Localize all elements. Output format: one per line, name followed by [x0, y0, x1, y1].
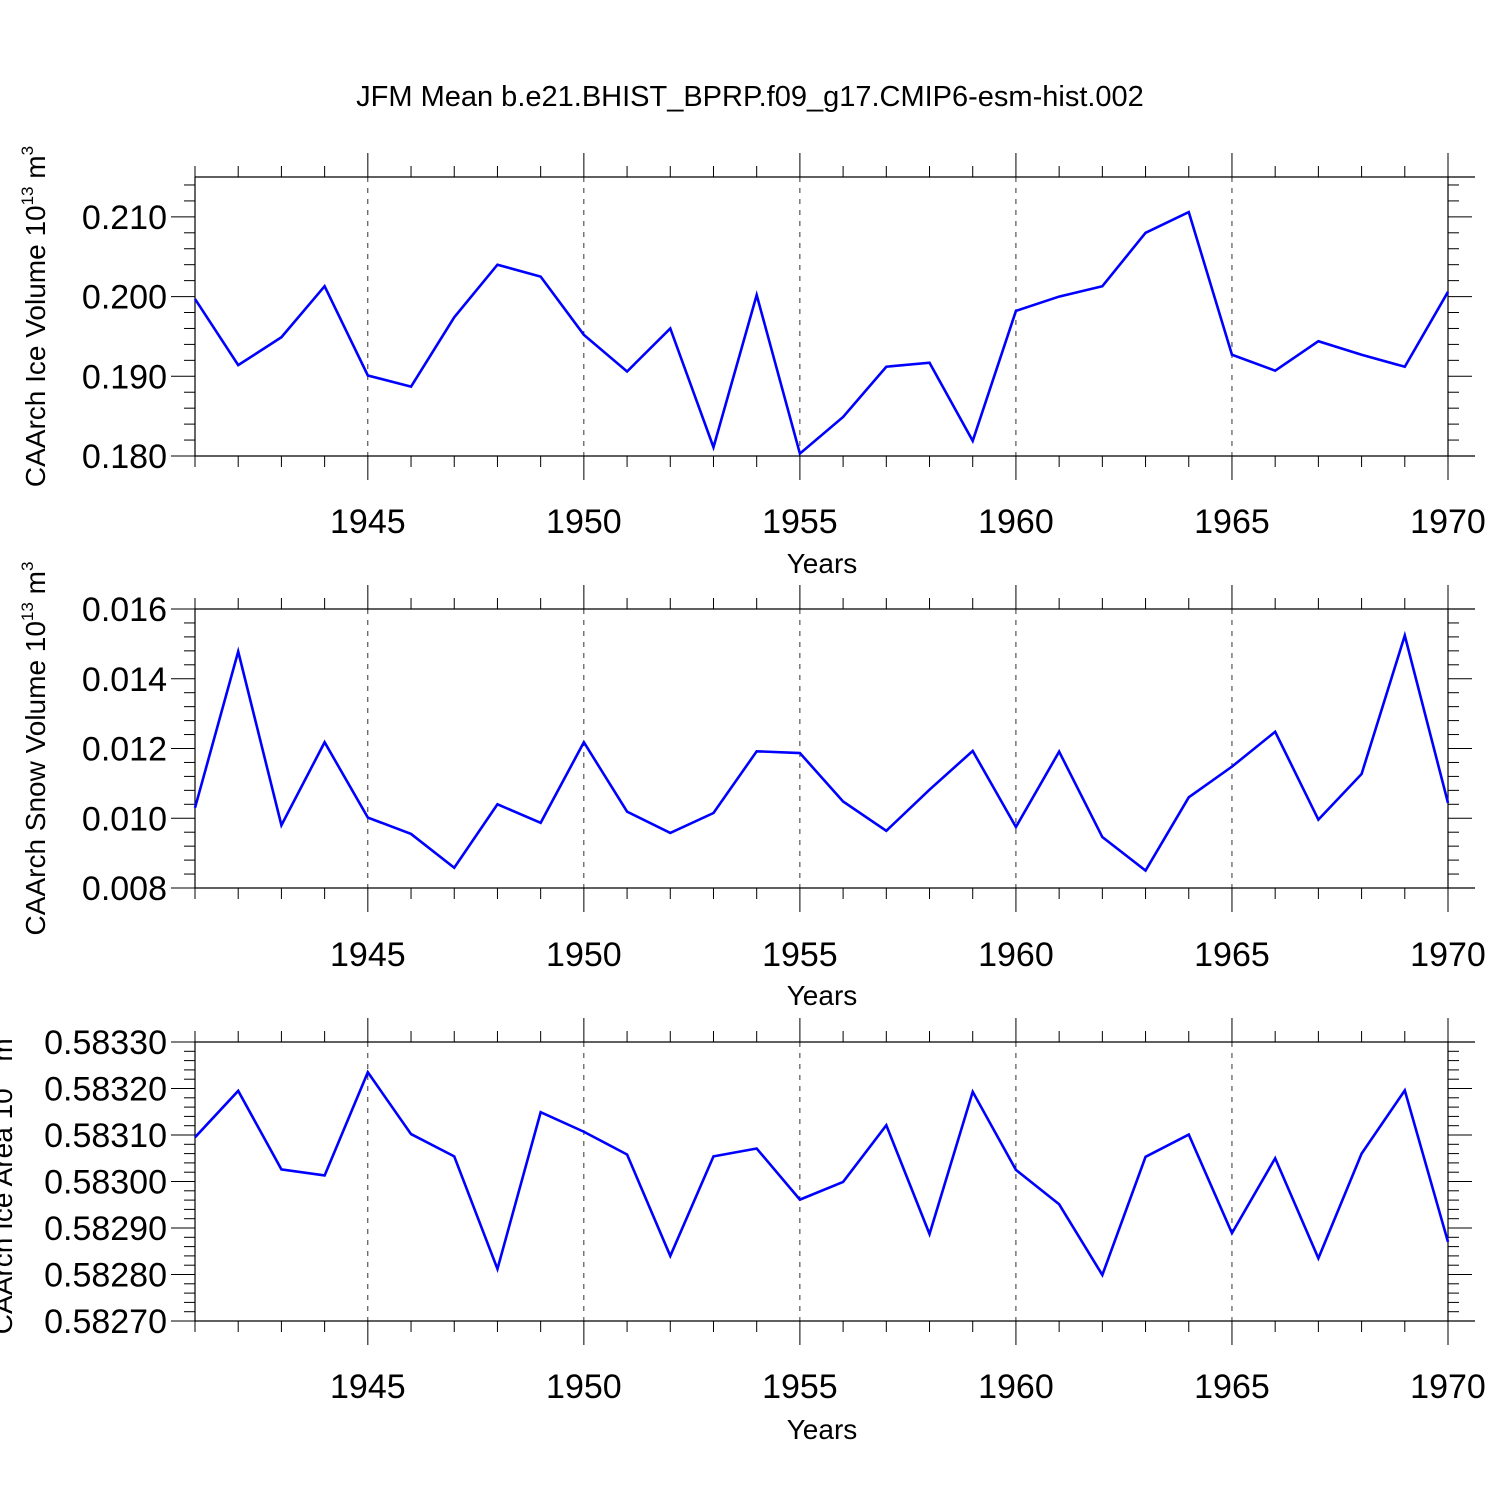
y-tick-label: 0.014 [82, 661, 167, 699]
x-tick-label: 1960 [978, 1368, 1054, 1406]
x-tick-label: 1955 [762, 503, 838, 541]
figure-title: JFM Mean b.e21.BHIST_BPRP.f09_g17.CMIP6-… [356, 81, 1144, 113]
x-tick-label: 1950 [546, 1368, 622, 1406]
x-axis-label: Years [787, 548, 858, 579]
y-tick-label: 0.200 [82, 279, 167, 317]
y-tick-label: 0.58290 [44, 1210, 167, 1248]
y-axis-label: CAArch Ice Area 1013 m2 [0, 1029, 18, 1334]
x-tick-label: 1960 [978, 936, 1054, 974]
y-tick-label: 0.58300 [44, 1164, 167, 1202]
x-axis-label: Years [787, 1414, 858, 1445]
x-tick-label: 1965 [1194, 503, 1270, 541]
x-tick-label: 1955 [762, 936, 838, 974]
x-tick-label: 1965 [1194, 936, 1270, 974]
series-line [193, 630, 1450, 873]
panel-snow-volume: 1945 1950 1955 1960 1965 1970 0.008 0.010 0.012 0… [18, 562, 1486, 1011]
y-tick-label: 0.012 [82, 731, 167, 769]
y-tick-label: 0.58270 [44, 1303, 167, 1341]
x-tick-label: 1965 [1194, 1368, 1270, 1406]
y-tick-label: 0.58330 [44, 1024, 167, 1062]
x-tick-label: 1970 [1410, 936, 1486, 974]
y-tick-label: 0.008 [82, 870, 167, 908]
x-tick-label: 1945 [330, 936, 406, 974]
panel-ice-area: 1945 1950 1955 1960 1965 1970 0.58270 0.58280 0.… [0, 1018, 1486, 1445]
series-line [194, 1069, 1450, 1278]
y-tick-label: 0.58310 [44, 1117, 167, 1155]
y-tick-label: 0.016 [82, 591, 167, 629]
panel-ice-volume: 1945 1950 1955 1960 1965 1970 0.180 0.190 0.200 0… [18, 146, 1486, 579]
y-tick-label: 0.190 [82, 358, 167, 396]
y-tick-label: 0.58320 [44, 1071, 167, 1109]
y-axis-label: CAArch Ice Volume 1013 m3 [18, 146, 51, 487]
y-tick-label: 0.58280 [44, 1257, 167, 1295]
x-tick-label: 1960 [978, 503, 1054, 541]
x-tick-label: 1955 [762, 1368, 838, 1406]
y-tick-label: 0.010 [82, 800, 167, 838]
x-tick-label: 1945 [330, 1368, 406, 1406]
x-tick-label: 1970 [1410, 503, 1486, 541]
x-tick-label: 1950 [546, 936, 622, 974]
x-tick-label: 1950 [546, 503, 622, 541]
y-tick-label: 0.210 [82, 199, 167, 237]
x-axis-label: Years [787, 980, 858, 1011]
x-tick-label: 1970 [1410, 1368, 1486, 1406]
series-line [193, 210, 1450, 456]
x-tick-label: 1945 [330, 503, 406, 541]
y-axis-label: CAArch Snow Volume 1013 m3 [18, 562, 51, 936]
y-tick-label: 0.180 [82, 438, 167, 476]
